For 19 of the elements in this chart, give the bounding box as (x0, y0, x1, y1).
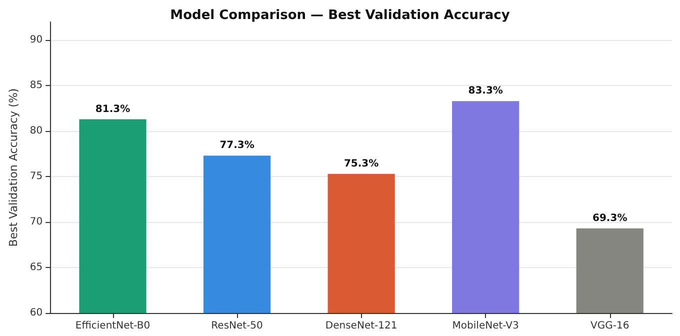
y-tick-label: 75 (30, 171, 43, 182)
x-tick-label: ResNet-50 (211, 320, 263, 332)
data-label: 77.3% (220, 140, 254, 152)
y-tick-label: 90 (30, 34, 43, 46)
y-tick-label: 80 (30, 126, 43, 137)
x-tick-label: VGG-16 (590, 320, 630, 332)
x-tick-label: EfficientNet-B0 (75, 320, 150, 332)
x-tick-label: MobileNet-V3 (452, 320, 519, 332)
chart-title: Model Comparison — Best Validation Accuracy (170, 8, 510, 23)
data-label: 81.3% (95, 104, 130, 115)
y-tick-label: 65 (30, 262, 43, 274)
y-axis-title: Best Validation Accuracy (%) (7, 88, 20, 247)
y-tick-label: 60 (30, 308, 43, 318)
y-tick-label: 70 (30, 216, 43, 228)
y-tick-label: 85 (30, 80, 43, 92)
data-label: 83.3% (468, 86, 503, 97)
data-label: 75.3% (344, 158, 379, 170)
data-label: 69.3% (592, 212, 628, 224)
x-tick-label: DenseNet-121 (325, 320, 398, 332)
